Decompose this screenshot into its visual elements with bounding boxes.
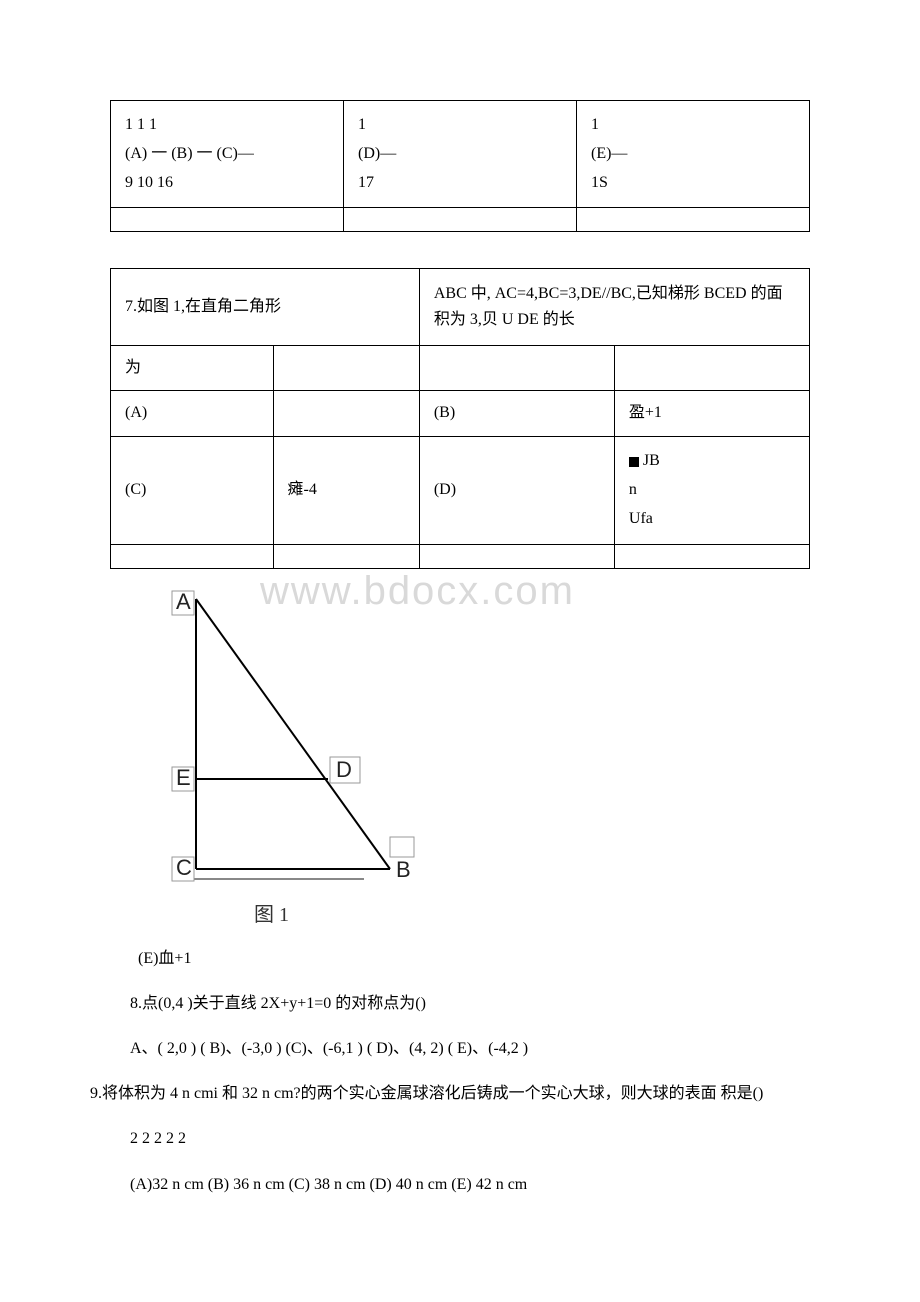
t1-c3-l3: 1S [591, 169, 795, 198]
t2-r3c1: (C) [111, 437, 274, 544]
label-a: A [176, 589, 191, 614]
t2-empty-1 [111, 544, 274, 568]
box-b-top [390, 837, 414, 857]
label-d: D [336, 757, 352, 782]
t1-empty-1 [111, 208, 344, 232]
t2-r1c2 [273, 345, 419, 391]
para-q8: 8.点(0,4 )关于直线 2X+y+1=0 的对称点为() [110, 990, 810, 1017]
t2-r2c2 [273, 391, 419, 437]
para-q8-options: A、( 2,0 ) ( B)、(-3,0 ) (C)、(-6,1 ) ( D)、… [110, 1035, 810, 1062]
t1-c2: 1 (D)— 17 [344, 101, 577, 208]
t2-empty-2 [273, 544, 419, 568]
t1-c1-l1: 1 1 1 [125, 111, 329, 140]
t2-r1c1: 为 [111, 345, 274, 391]
t1-c3-l2: (E)— [591, 140, 795, 169]
t1-c2-l2: (D)— [358, 140, 562, 169]
figure-caption: 图 1 [254, 898, 810, 927]
t2-r3c4-l1: JB [629, 447, 795, 476]
t1-c3: 1 (E)— 1S [577, 101, 810, 208]
t1-c1: 1 1 1 (A) 一 (B) 一 (C)— 9 10 16 [111, 101, 344, 208]
t2-r2c4: 盈+1 [614, 391, 809, 437]
t2-r1c3 [419, 345, 614, 391]
t1-c2-l1: 1 [358, 111, 562, 140]
t2-r3c4-l2: n [629, 476, 795, 505]
square-icon [629, 457, 639, 467]
table-question-7: 7.如图 1,在直角二角形 ABC 中, AC=4,BC=3,DE//BC,已知… [110, 268, 810, 568]
page-content: 1 1 1 (A) 一 (B) 一 (C)— 9 10 16 1 (D)— 17… [0, 0, 920, 1276]
line-ab [196, 599, 390, 869]
t2-hdr-right: ABC 中, AC=4,BC=3,DE//BC,已知梯形 BCED 的面积为 3… [419, 269, 809, 345]
para-q9-options: (A)32 n cm (B) 36 n cm (C) 38 n cm (D) 4… [110, 1171, 810, 1198]
para-2s: 2 2 2 2 2 [110, 1125, 810, 1152]
t2-r3c4-l3: Ufa [629, 505, 795, 534]
t2-r2c1: (A) [111, 391, 274, 437]
label-e: E [176, 765, 191, 790]
t1-c1-l2: (A) 一 (B) 一 (C)— [125, 140, 329, 169]
t2-empty-4 [614, 544, 809, 568]
t2-hdr-left: 7.如图 1,在直角二角形 [111, 269, 420, 345]
t2-r2c3: (B) [419, 391, 614, 437]
t2-r3c2: 瘫-4 [273, 437, 419, 544]
para-q9: 9.将体积为 4 n cmi 和 32 n cm?的两个实心金属球溶化后铸成一个… [90, 1080, 830, 1107]
label-c: C [176, 855, 192, 880]
t1-empty-3 [577, 208, 810, 232]
label-b: B [396, 857, 411, 882]
t1-empty-2 [344, 208, 577, 232]
t1-c2-l3: 17 [358, 169, 562, 198]
t2-r3c3: (D) [419, 437, 614, 544]
t2-empty-3 [419, 544, 614, 568]
figure-1: A E C D B 图 1 [140, 579, 810, 927]
t2-r3c4: JB n Ufa [614, 437, 809, 544]
t2-r1c4 [614, 345, 809, 391]
triangle-diagram-svg: A E C D B [140, 579, 440, 891]
t2-r3c4-l1-text: JB [643, 452, 660, 469]
table-options-1: 1 1 1 (A) 一 (B) 一 (C)— 9 10 16 1 (D)— 17… [110, 100, 810, 232]
t1-c1-l3: 9 10 16 [125, 169, 329, 198]
para-e-option: (E)血+1 [110, 945, 810, 972]
t1-c3-l1: 1 [591, 111, 795, 140]
